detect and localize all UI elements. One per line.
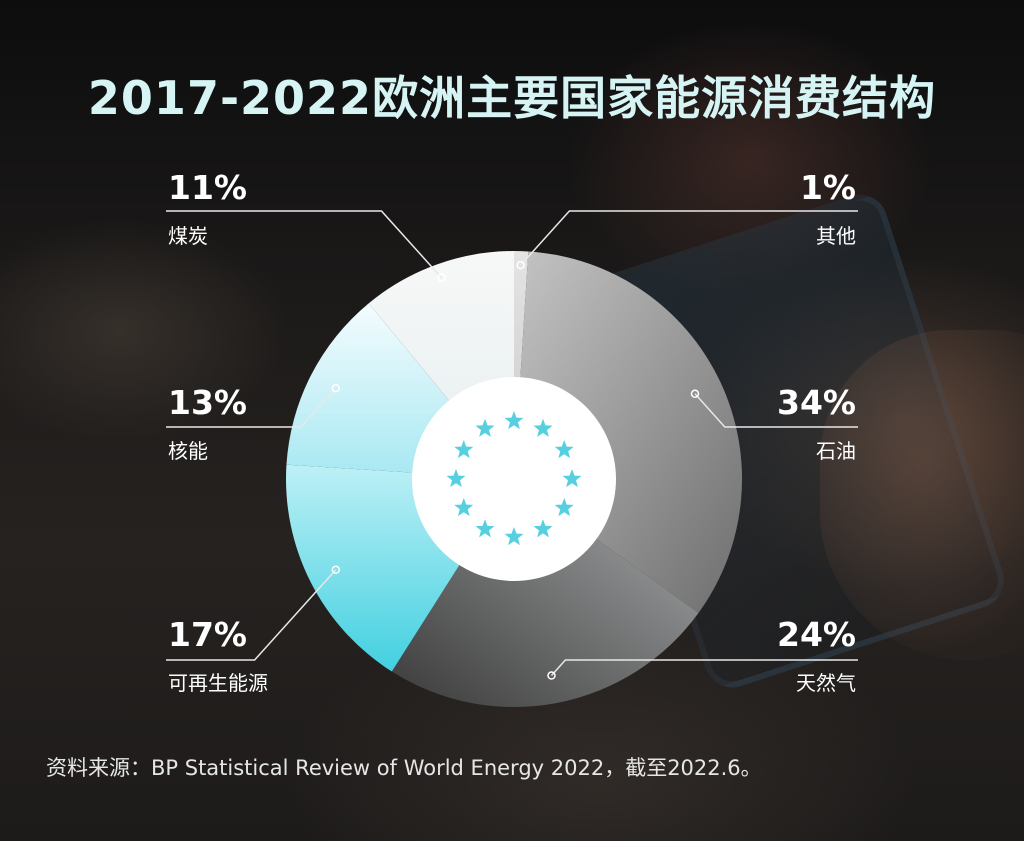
donut-hole <box>412 377 616 581</box>
leader-line-gas <box>550 659 858 677</box>
eu-star <box>504 411 524 430</box>
gas-name: 天然气 <box>796 671 856 695</box>
nuclear-percent: 13% <box>168 383 247 422</box>
coal-percent: 11% <box>168 168 247 207</box>
leader-dot-coal <box>437 273 446 282</box>
label-other: 1% 其他 <box>656 168 856 250</box>
leader-line-nuclear <box>166 387 337 428</box>
coal-name: 煤炭 <box>168 224 208 248</box>
gas-percent: 24% <box>777 615 856 654</box>
eu-star <box>504 527 524 546</box>
eu-star <box>554 498 574 517</box>
slice-oil <box>514 251 743 614</box>
label-nuclear: 13% 核能 <box>168 383 368 465</box>
other-name: 其他 <box>816 224 856 248</box>
eu-star <box>454 440 474 459</box>
label-renewables: 17% 可再生能源 <box>168 615 368 697</box>
leader-dot-nuclear <box>331 383 341 393</box>
eu-star <box>562 469 582 488</box>
background-hand-shape <box>820 330 1024 660</box>
label-coal: 11% 煤炭 <box>168 168 368 250</box>
leader-dot-other <box>516 260 525 270</box>
nuclear-name: 核能 <box>168 439 208 463</box>
eu-star <box>446 469 466 488</box>
eu-star <box>554 440 574 459</box>
label-oil: 34% 石油 <box>656 383 856 465</box>
renewables-percent: 17% <box>168 615 247 654</box>
eu-stars-icon <box>446 411 582 546</box>
leader-dot-gas <box>547 671 556 680</box>
label-gas: 24% 天然气 <box>656 615 856 697</box>
eu-star <box>533 519 553 538</box>
slice-gas <box>391 479 699 708</box>
leader-line-coal <box>166 210 443 279</box>
leader-dot-renewables <box>331 565 341 575</box>
eu-star <box>533 418 553 437</box>
chart-title: 2017-2022欧洲主要国家能源消费结构 <box>87 71 937 125</box>
eu-star <box>475 519 495 538</box>
oil-name: 石油 <box>816 439 856 463</box>
leader-dot-oil <box>690 389 700 399</box>
other-percent: 1% <box>799 168 856 207</box>
source-note: 资料来源：BP Statistical Review of World Ener… <box>46 756 762 780</box>
renewables-name: 可再生能源 <box>168 671 268 695</box>
leader-line-oil <box>694 393 858 428</box>
leader-line-renewables <box>166 569 337 661</box>
oil-percent: 34% <box>777 383 856 422</box>
leader-line-other <box>520 210 858 266</box>
eu-star <box>454 498 474 517</box>
eu-star <box>475 418 495 437</box>
